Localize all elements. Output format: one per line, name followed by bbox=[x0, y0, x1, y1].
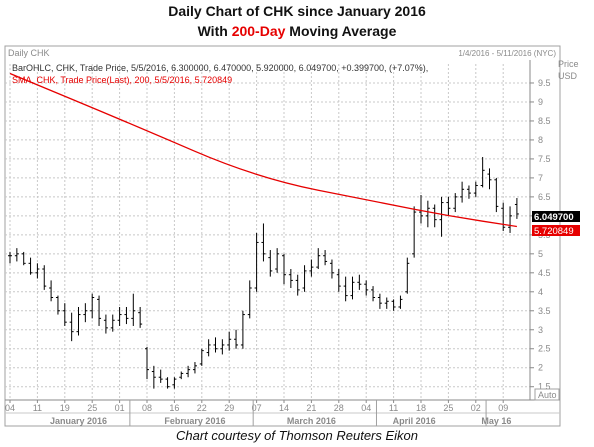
auto-scale-label: Auto bbox=[538, 390, 557, 400]
y-tick-label: 8 bbox=[538, 135, 543, 145]
x-tick-label: 02 bbox=[471, 403, 481, 413]
auto-scale-button[interactable] bbox=[534, 388, 560, 401]
chart-title-line1: Daily Chart of CHK since January 2016 bbox=[168, 3, 426, 19]
sma-200-line bbox=[9, 72, 517, 228]
y-tick-label: 6.5 bbox=[538, 192, 551, 202]
month-label: February 2016 bbox=[164, 416, 225, 426]
panel-date-range: 1/4/2016 - 5/11/2016 (NYC) bbox=[458, 49, 556, 58]
x-tick-label: 25 bbox=[443, 403, 453, 413]
last-price-badge bbox=[532, 211, 580, 222]
y-tick-label: 9.5 bbox=[538, 78, 551, 88]
x-tick-label: 25 bbox=[87, 403, 97, 413]
month-label: March 2016 bbox=[287, 416, 336, 426]
x-tick-label: 19 bbox=[60, 403, 70, 413]
y-tick-label: 7.5 bbox=[538, 154, 551, 164]
legend-ohlc: BarOHLC, CHK, Trade Price, 5/5/2016, 6.3… bbox=[12, 63, 428, 73]
x-tick-label: 28 bbox=[334, 403, 344, 413]
x-tick-label: 04 bbox=[361, 403, 371, 413]
x-tick-label: 01 bbox=[115, 403, 125, 413]
y-tick-label: 7 bbox=[538, 173, 543, 183]
ohlc-bars bbox=[8, 157, 519, 389]
month-label: May 16 bbox=[481, 416, 511, 426]
y-tick-label: 2 bbox=[538, 363, 543, 373]
x-tick-label: 14 bbox=[279, 403, 289, 413]
x-tick-label: 07 bbox=[252, 403, 262, 413]
x-tick-label: 11 bbox=[389, 403, 398, 413]
month-label: April 2016 bbox=[393, 416, 436, 426]
y-tick-label: 9 bbox=[538, 97, 543, 107]
x-tick-label: 29 bbox=[224, 403, 234, 413]
chart-frame bbox=[4, 45, 561, 427]
y-tick-label: 8.5 bbox=[538, 116, 551, 126]
x-tick-label: 09 bbox=[498, 403, 508, 413]
y-tick-label: 5 bbox=[538, 249, 543, 259]
title-suffix: Moving Average bbox=[285, 23, 397, 39]
axis-unit-usd: USD bbox=[558, 71, 578, 81]
panel-name: Daily CHK bbox=[8, 48, 50, 58]
last-price-label: 6.049700 bbox=[534, 212, 574, 223]
chart-caption: Chart courtesy of Thomson Reuters Eikon bbox=[175, 428, 419, 443]
x-tick-label: 22 bbox=[197, 403, 207, 413]
x-tick-label: 08 bbox=[142, 403, 152, 413]
x-tick-label: 21 bbox=[306, 403, 316, 413]
x-tick-label: 18 bbox=[416, 403, 426, 413]
axis-unit-price: Price bbox=[558, 59, 579, 69]
x-tick-label: 04 bbox=[5, 403, 15, 413]
chart-title-line2: With 200-Day Moving Average bbox=[0, 23, 594, 39]
legend-sma: SMA, CHK, Trade Price(Last), 200, 5/5/20… bbox=[12, 75, 232, 85]
y-tick-label: 3.5 bbox=[538, 306, 551, 316]
sma-price-badge bbox=[532, 225, 580, 236]
title-highlight: 200-Day bbox=[231, 23, 286, 39]
y-tick-label: 3 bbox=[538, 325, 543, 335]
y-tick-label: 1.5 bbox=[538, 382, 551, 392]
x-tick-label: 11 bbox=[33, 403, 42, 413]
title-prefix: With bbox=[197, 23, 232, 39]
y-tick-label: 2.5 bbox=[538, 344, 551, 354]
y-tick-label: 4.5 bbox=[538, 268, 551, 278]
x-tick-label: 16 bbox=[169, 403, 179, 413]
y-tick-label: 4 bbox=[538, 287, 543, 297]
gridlines bbox=[5, 64, 530, 400]
sma-price-label: 5.720849 bbox=[534, 226, 574, 237]
month-label: January 2016 bbox=[50, 416, 107, 426]
date-axis: 04 11 19 25 01 08 16 22 29 07 14 21 28 04 11 18 25 02 09 Ja… bbox=[5, 399, 560, 426]
